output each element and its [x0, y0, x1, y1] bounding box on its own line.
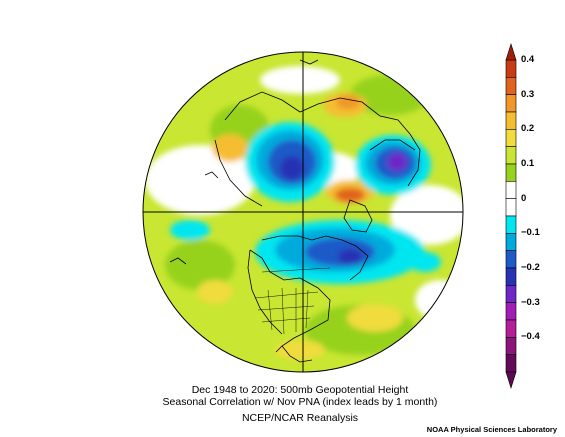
colorbar-tick-label: 0 — [521, 192, 527, 204]
colorbar-bin — [505, 354, 517, 373]
colorbar-tick-label: 0.1 — [521, 158, 535, 169]
colorbar-bin — [505, 285, 517, 303]
colorbar-tick-label: −0.1 — [521, 227, 540, 239]
colorbar-bin — [505, 146, 517, 165]
coastlines — [169, 59, 421, 363]
colorbar-bin — [505, 129, 517, 147]
colorbar-bin — [505, 77, 517, 95]
colorbar-bin — [505, 319, 517, 338]
caption-line-2: Seasonal Correlation w/ Nov PNA (index l… — [162, 396, 438, 408]
colorbar-bin — [505, 111, 517, 130]
colorbar-tick-label: 0.2 — [521, 123, 535, 135]
colorbar-bin — [505, 302, 517, 321]
credit: NOAA Physical Sciences Laboratory — [426, 425, 557, 434]
map-boundary — [142, 51, 464, 373]
colorbar-tick-label: 0.4 — [521, 54, 535, 65]
caption-line-1: Dec 1948 to 2020: 500mb Geopotential Hei… — [191, 384, 409, 396]
colorbar-top-arrow — [505, 42, 517, 61]
colorbar-bin — [505, 198, 517, 217]
colorbar-tick-label: −0.3 — [521, 296, 540, 308]
colorbar-bin — [505, 215, 517, 234]
colorbar-bin — [505, 59, 517, 78]
colorbar-bin — [505, 94, 517, 113]
colorbar-bin — [505, 233, 517, 251]
colorbar — [505, 42, 517, 390]
colorbar-tick-label: 0.3 — [521, 88, 535, 100]
colorbar-bin — [505, 181, 517, 199]
colorbar-bin — [505, 337, 517, 355]
caption-line-3: NCEP/NCAR Reanalysis — [241, 412, 359, 424]
colorbar-bottom-arrow — [505, 371, 517, 390]
political-boundaries — [254, 267, 331, 335]
colorbar-bin — [505, 267, 517, 286]
colorbar-bin — [505, 250, 517, 269]
colorbar-tick-label: −0.4 — [521, 331, 540, 343]
meridian-crosshair — [143, 52, 463, 372]
colorbar-tick-label: −0.2 — [521, 262, 540, 273]
colorbar-bin — [505, 163, 517, 182]
